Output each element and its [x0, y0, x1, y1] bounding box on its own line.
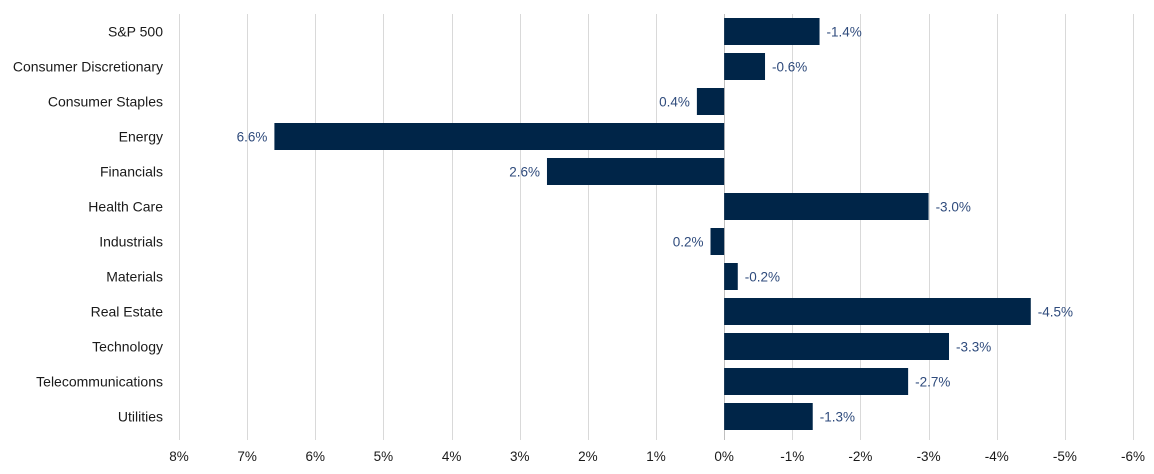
bar [724, 403, 813, 430]
x-tick-label: -3% [917, 449, 941, 464]
bar [546, 158, 725, 185]
data-label: -2.7% [915, 375, 950, 390]
data-label: 0.4% [659, 95, 690, 110]
bar [274, 123, 725, 150]
x-tick-label: -5% [1053, 449, 1077, 464]
x-tick-label: -2% [848, 449, 872, 464]
category-label: Consumer Discretionary [13, 59, 163, 75]
category-label: Materials [106, 269, 163, 285]
x-tick-label: -6% [1121, 449, 1145, 464]
data-label: -3.3% [956, 340, 991, 355]
gridlines [179, 14, 1134, 440]
data-label: -0.6% [772, 60, 807, 75]
bar [724, 193, 929, 220]
data-label: -1.3% [820, 410, 855, 425]
x-tick-label: 0% [714, 449, 734, 464]
x-axis-tick-labels: 8% 7% 6% 5% 4% 3% 2% 1% 0% -1% -2% -3% -4% -5% -6% [169, 449, 1145, 464]
x-tick-label: -4% [985, 449, 1009, 464]
category-label: Real Estate [91, 304, 164, 320]
x-tick-label: 1% [646, 449, 666, 464]
data-label: -3.0% [936, 200, 971, 215]
x-tick-label: 5% [374, 449, 394, 464]
category-label: Energy [119, 129, 163, 145]
category-label: S&P 500 [108, 24, 163, 40]
category-label: Consumer Staples [48, 94, 163, 110]
data-label: 0.2% [673, 235, 704, 250]
x-tick-label: 7% [237, 449, 257, 464]
data-label: 2.6% [509, 165, 540, 180]
category-label: Health Care [88, 199, 163, 215]
category-label: Telecommunications [36, 374, 163, 390]
bar [696, 88, 725, 115]
bar [710, 228, 725, 255]
x-tick-label: 6% [306, 449, 326, 464]
x-tick-label: 8% [169, 449, 189, 464]
bar [724, 263, 738, 290]
data-label: -1.4% [827, 25, 862, 40]
data-label: -0.2% [745, 270, 780, 285]
x-tick-label: 3% [510, 449, 530, 464]
x-tick-label: -1% [780, 449, 804, 464]
data-label: 6.6% [237, 130, 268, 145]
bar [724, 53, 766, 80]
x-tick-label: 2% [578, 449, 598, 464]
category-label: Financials [100, 164, 163, 180]
bars [274, 18, 1031, 430]
data-labels: -1.4% -0.6% 0.4% 6.6% 2.6% -3.0% 0.2% -0.2% -4.5… [237, 25, 1073, 425]
category-labels: S&P 500 Consumer Discretionary Consumer St… [13, 24, 163, 425]
data-label: -4.5% [1038, 305, 1073, 320]
x-tick-label: 4% [442, 449, 462, 464]
bar [724, 368, 909, 395]
category-label: Technology [92, 339, 163, 355]
category-label: Industrials [99, 234, 163, 250]
bar [724, 333, 950, 360]
category-label: Utilities [118, 409, 163, 425]
bar [724, 18, 820, 45]
bar [724, 298, 1031, 325]
